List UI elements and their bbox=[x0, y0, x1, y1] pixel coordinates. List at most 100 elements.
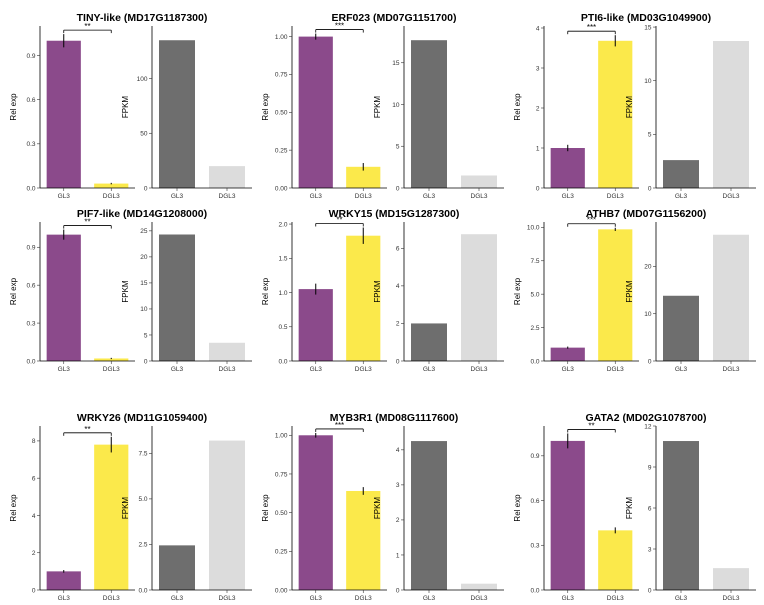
fpkm-y-axis-label: FPKM bbox=[625, 96, 634, 119]
panel-title: GATA2 (MD02G1078700) bbox=[586, 412, 707, 424]
panel-title: WRKY26 (MD11G1059400) bbox=[77, 412, 207, 424]
rel-y-tick-label: 0.75 bbox=[275, 72, 288, 79]
panel-9: GATA2 (MD02G1078700) 0.0 0.3 0.6 0.9 GL3 DGL3 R… bbox=[513, 412, 756, 602]
rel-y-tick-label: 2 bbox=[536, 105, 540, 112]
rel-y-tick-label: 0.25 bbox=[275, 147, 288, 154]
rel-bar-dgl3 bbox=[346, 166, 381, 188]
panel-3: PTI6-like (MD03G1049900) 0 1 2 3 4 GL3 DGL3 Rel … bbox=[513, 12, 756, 200]
fpkm-y-tick-label: 2 bbox=[396, 321, 400, 328]
fpkm-y-tick-label: 0 bbox=[144, 358, 148, 365]
rel-bar-dgl3 bbox=[346, 490, 381, 590]
fpkm-y-axis-label: FPKM bbox=[121, 497, 130, 520]
fpkm-y-tick-label: 15 bbox=[392, 60, 400, 67]
fpkm-bar-dgl3 bbox=[209, 166, 245, 188]
rel-y-tick-label: 0 bbox=[536, 185, 540, 192]
fpkm-y-tick-label: 50 bbox=[140, 131, 148, 138]
fpkm-bar-dgl3 bbox=[461, 583, 497, 590]
rel-bar-dgl3 bbox=[598, 40, 633, 188]
rel-bar-gl3 bbox=[298, 36, 333, 188]
fpkm-bar-dgl3 bbox=[713, 41, 749, 188]
rel-y-axis-label: Rel exp bbox=[9, 277, 18, 305]
rel-bar-dgl3 bbox=[94, 183, 129, 188]
rel-bar-gl3 bbox=[550, 440, 585, 590]
rel-y-tick-label: 0 bbox=[32, 587, 36, 594]
rel-y-axis-label: Rel exp bbox=[513, 277, 522, 305]
fpkm-bar-gl3 bbox=[159, 545, 195, 590]
panel-7: WRKY26 (MD11G1059400) 0 2 4 6 8 GL3 DGL3 Rel exp… bbox=[9, 412, 252, 602]
rel-y-tick-label: 0.00 bbox=[275, 185, 288, 192]
rel-y-tick-label: 0.6 bbox=[26, 282, 35, 289]
fpkm-x-tick-label: DGL3 bbox=[723, 366, 740, 373]
rel-y-axis-label: Rel exp bbox=[9, 93, 18, 121]
panel-title: ATHB7 (MD07G1156200) bbox=[586, 208, 707, 220]
panel-title: PIF7-like (MD14G1208000) bbox=[77, 208, 207, 220]
fpkm-y-tick-label: 0 bbox=[396, 358, 400, 365]
rel-x-tick-label: DGL3 bbox=[607, 366, 624, 373]
rel-y-tick-label: 5.0 bbox=[530, 291, 539, 298]
fpkm-y-tick-label: 0 bbox=[396, 185, 400, 192]
fpkm-x-tick-label: GL3 bbox=[423, 595, 436, 602]
rel-bar-gl3 bbox=[46, 40, 81, 189]
fpkm-y-tick-label: 0 bbox=[144, 185, 148, 192]
fpkm-bar-dgl3 bbox=[209, 342, 245, 361]
fpkm-x-tick-label: DGL3 bbox=[471, 595, 488, 602]
rel-x-tick-label: GL3 bbox=[58, 193, 71, 200]
rel-bar-dgl3 bbox=[598, 229, 633, 361]
rel-x-tick-label: DGL3 bbox=[355, 595, 372, 602]
fpkm-y-axis-label: FPKM bbox=[121, 280, 130, 303]
rel-y-tick-label: 0.25 bbox=[275, 549, 288, 556]
fpkm-y-tick-label: 100 bbox=[137, 76, 148, 83]
fpkm-x-tick-label: DGL3 bbox=[219, 366, 236, 373]
fpkm-y-tick-label: 0 bbox=[648, 358, 652, 365]
fpkm-y-tick-label: 5 bbox=[396, 144, 400, 151]
rel-x-tick-label: GL3 bbox=[310, 193, 323, 200]
rel-y-tick-label: 1 bbox=[536, 145, 540, 152]
panel-title: WRKY15 (MD15G1287300) bbox=[329, 208, 460, 220]
fpkm-y-tick-label: 25 bbox=[140, 228, 148, 235]
fpkm-y-tick-label: 20 bbox=[140, 254, 148, 261]
rel-y-tick-label: 10.0 bbox=[527, 225, 540, 232]
rel-y-axis-label: Rel exp bbox=[9, 494, 18, 522]
rel-bar-dgl3 bbox=[94, 444, 129, 590]
fpkm-y-axis-label: FPKM bbox=[373, 497, 382, 520]
fpkm-x-tick-label: DGL3 bbox=[723, 193, 740, 200]
rel-y-tick-label: 2 bbox=[32, 550, 36, 557]
rel-bar-gl3 bbox=[550, 148, 585, 188]
rel-y-tick-label: 0.50 bbox=[275, 110, 288, 117]
fpkm-x-tick-label: GL3 bbox=[423, 366, 436, 373]
fpkm-bar-gl3 bbox=[411, 441, 447, 590]
fpkm-y-tick-label: 10 bbox=[140, 306, 148, 313]
fpkm-bar-dgl3 bbox=[713, 234, 749, 361]
fpkm-x-tick-label: GL3 bbox=[171, 595, 184, 602]
fpkm-y-axis-label: FPKM bbox=[625, 280, 634, 303]
rel-x-tick-label: GL3 bbox=[562, 595, 575, 602]
fpkm-y-axis-label: FPKM bbox=[121, 96, 130, 119]
significance-label: *** bbox=[587, 216, 596, 225]
significance-label: *** bbox=[335, 22, 344, 31]
rel-bar-gl3 bbox=[46, 571, 81, 590]
rel-y-tick-label: 0.00 bbox=[275, 587, 288, 594]
fpkm-bar-dgl3 bbox=[713, 568, 749, 590]
fpkm-y-tick-label: 10 bbox=[392, 102, 400, 109]
rel-y-tick-label: 0.6 bbox=[530, 498, 539, 505]
fpkm-y-tick-label: 20 bbox=[644, 264, 652, 271]
fpkm-x-tick-label: GL3 bbox=[171, 193, 184, 200]
fpkm-y-tick-label: 9 bbox=[648, 464, 652, 471]
fpkm-bar-gl3 bbox=[663, 295, 699, 361]
rel-bar-gl3 bbox=[298, 289, 333, 361]
fpkm-y-tick-label: 0.0 bbox=[138, 587, 147, 594]
fpkm-bar-gl3 bbox=[663, 160, 699, 188]
fpkm-bar-dgl3 bbox=[461, 175, 497, 188]
fpkm-x-tick-label: DGL3 bbox=[723, 595, 740, 602]
rel-y-tick-label: 0.5 bbox=[278, 324, 287, 331]
fpkm-x-tick-label: GL3 bbox=[171, 366, 184, 373]
significance-label: ** bbox=[588, 421, 594, 430]
rel-y-tick-label: 0.0 bbox=[530, 587, 539, 594]
rel-y-tick-label: 0.0 bbox=[278, 358, 287, 365]
fpkm-bar-gl3 bbox=[159, 40, 195, 188]
fpkm-y-tick-label: 12 bbox=[644, 423, 652, 430]
fpkm-x-tick-label: DGL3 bbox=[471, 193, 488, 200]
rel-x-tick-label: GL3 bbox=[562, 366, 575, 373]
fpkm-x-tick-label: GL3 bbox=[675, 366, 688, 373]
